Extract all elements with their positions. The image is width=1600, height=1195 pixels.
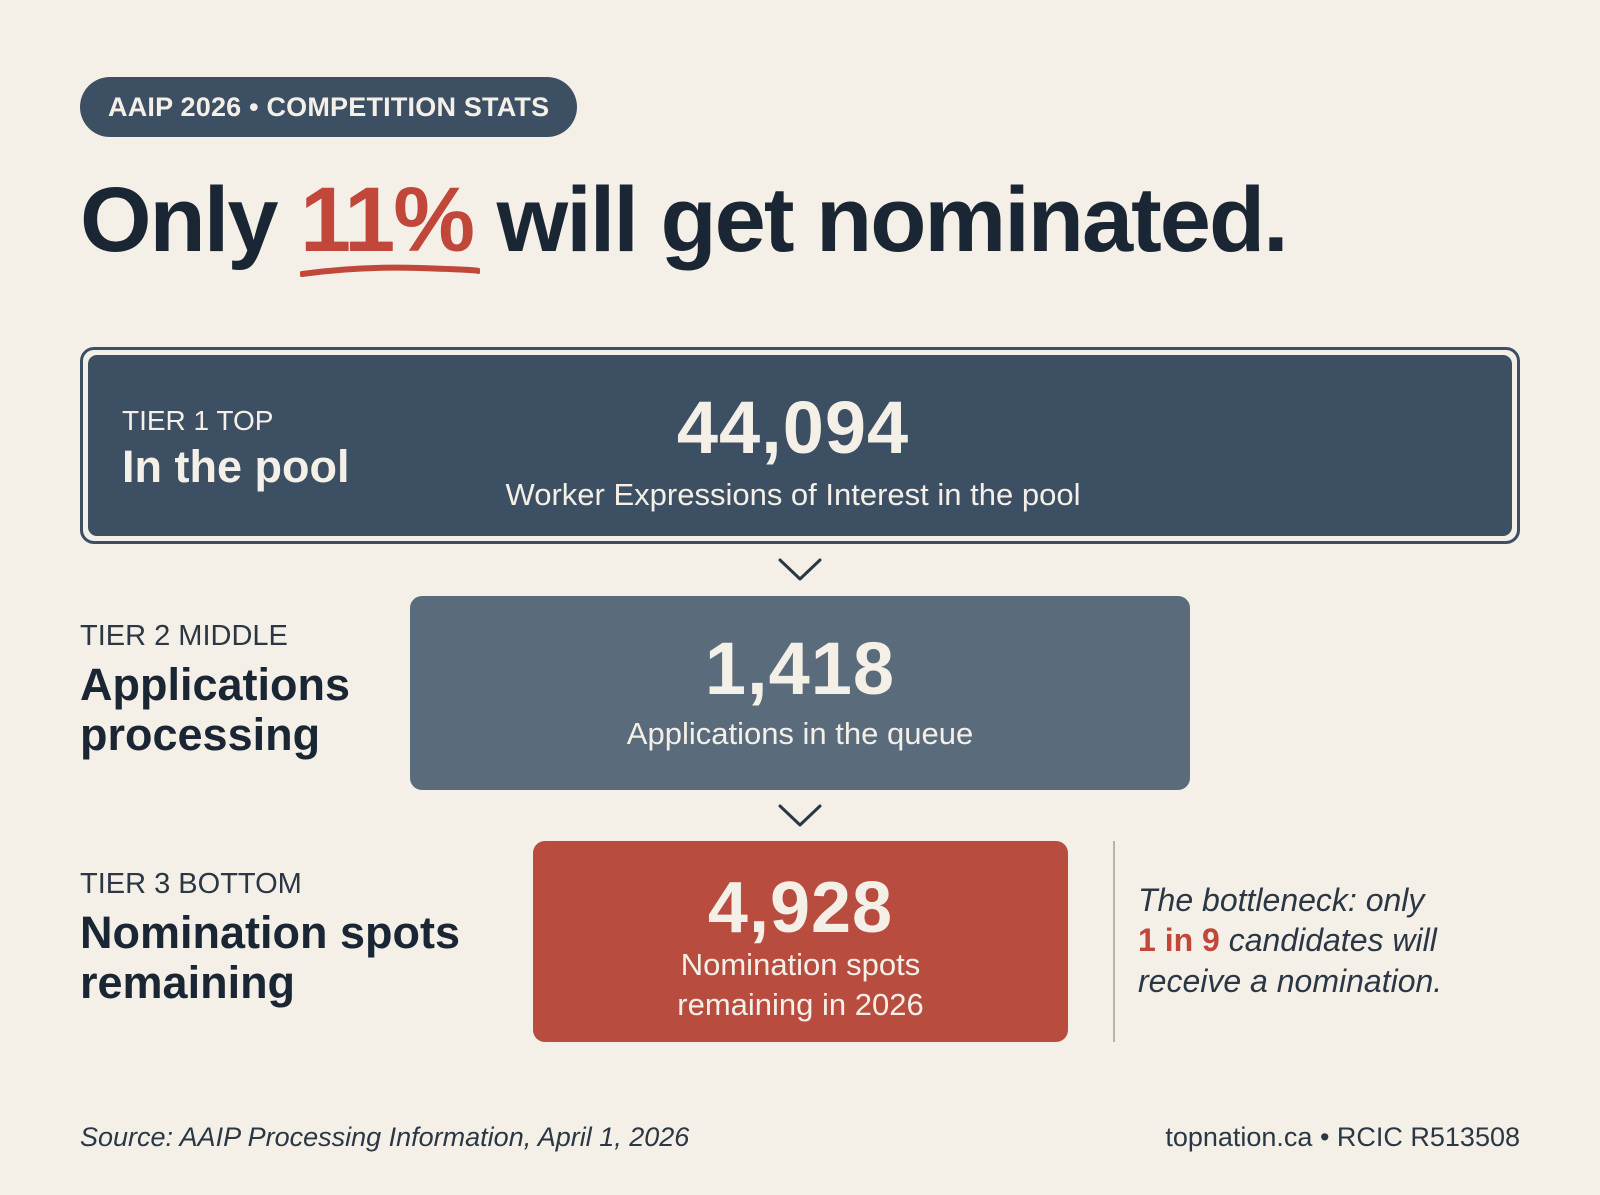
note-line3: receive a nomination. xyxy=(1138,962,1443,999)
tier3-title-line1: Nomination spots xyxy=(80,907,460,958)
credit-text: topnation.ca • RCIC R513508 xyxy=(1165,1122,1520,1152)
tier3-description-line1: Nomination spots xyxy=(680,947,921,982)
tier1-title: In the pool xyxy=(122,441,350,492)
tier3-card: 4,928 Nomination spots remaining in 2026 xyxy=(533,841,1068,1042)
tier2-tag: TIER 2 MIDDLE xyxy=(80,620,288,652)
tier1-card-inner: TIER 1 TOP In the pool 44,094 Worker Exp… xyxy=(88,355,1512,536)
tier2-title: Applications processing xyxy=(80,659,351,761)
tier3-title: Nomination spots remaining xyxy=(80,907,460,1009)
note-divider xyxy=(1113,841,1115,1042)
tier3-value: 4,928 xyxy=(707,868,894,948)
badge: AAIP 2026 • COMPETITION STATS xyxy=(80,77,578,137)
note-highlight: 1 in 9 xyxy=(1138,922,1220,959)
tier3-tag: TIER 3 BOTTOM xyxy=(80,868,302,900)
tier1-value: 44,094 xyxy=(676,386,910,469)
tier2-title-line1: Applications xyxy=(80,659,351,710)
tier1-card: TIER 1 TOP In the pool 44,094 Worker Exp… xyxy=(80,347,1520,544)
tier1-tag: TIER 1 TOP xyxy=(122,405,274,436)
source-text: Source: AAIP Processing Information, Apr… xyxy=(80,1122,690,1152)
tier3-description: Nomination spots remaining in 2026 xyxy=(533,945,1068,1024)
tier2-card: 1,418 Applications in the queue xyxy=(410,596,1190,790)
chevron-down-icon xyxy=(778,558,822,581)
bottleneck-note: The bottleneck: only 1 in 9 candidates w… xyxy=(1138,880,1538,1001)
headline-prefix: Only xyxy=(80,169,301,271)
note-line2-rest: candidates will xyxy=(1219,922,1437,959)
tier2-title-line2: processing xyxy=(80,709,321,761)
headline-highlight-text: 11% xyxy=(300,169,475,271)
tier2-value: 1,418 xyxy=(704,627,896,710)
note-line1: The bottleneck: only xyxy=(1138,882,1425,918)
tier3-description-line2: remaining in 2026 xyxy=(677,986,924,1022)
headline: Only 11% will get nominated. xyxy=(80,169,1289,278)
chevron-down-icon xyxy=(778,804,822,827)
headline-suffix: will get nominated. xyxy=(473,169,1289,271)
headline-highlight: 11% xyxy=(300,169,481,278)
tier3-title-line2: remaining xyxy=(80,957,296,1009)
tier1-description: Worker Expressions of Interest in the po… xyxy=(505,477,1081,512)
tier2-description: Applications in the queue xyxy=(626,716,974,751)
note-line2: 1 in 9 candidates will xyxy=(1138,920,1538,960)
underline-stroke xyxy=(300,264,481,278)
